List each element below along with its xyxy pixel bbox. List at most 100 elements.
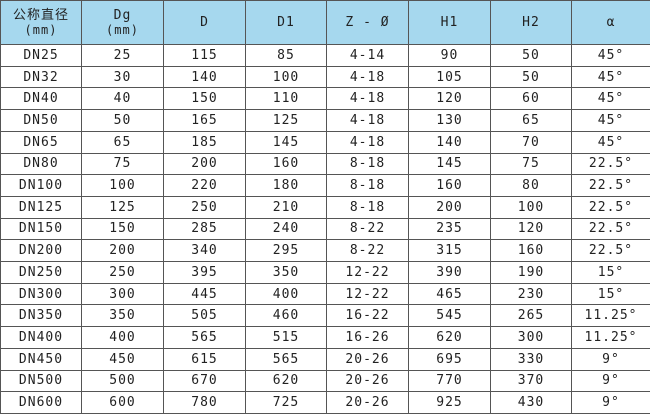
- table-row: DN40 40 150 110 4-18 120 60 45°: [0, 87, 650, 111]
- cell-nominal-diameter: DN350: [0, 304, 82, 328]
- cell-d1: 240: [245, 217, 327, 241]
- cell-h2: 370: [490, 369, 572, 393]
- cell-h2: 265: [490, 304, 572, 328]
- cell-nominal-diameter: DN125: [0, 195, 82, 219]
- cell-alpha: 45°: [571, 130, 650, 154]
- cell-dg: 25: [81, 44, 164, 67]
- cell-dg: 50: [81, 109, 164, 132]
- table-row: DN25 25 115 85 4-14 90 50 45°: [0, 44, 650, 67]
- cell-d: 395: [163, 261, 246, 284]
- cell-d1: 145: [245, 130, 327, 154]
- cell-d: 670: [163, 369, 246, 393]
- header-d1: D1: [245, 0, 327, 45]
- cell-z-phi: 8-22: [326, 239, 409, 263]
- cell-h2: 65: [490, 109, 572, 132]
- cell-alpha: 22.5°: [571, 174, 650, 197]
- cell-h1: 925: [408, 391, 491, 414]
- cell-z-phi: 12-22: [326, 261, 409, 284]
- cell-nominal-diameter: DN65: [0, 130, 82, 154]
- cell-nominal-diameter: DN100: [0, 174, 82, 197]
- cell-nominal-diameter: DN200: [0, 239, 82, 263]
- cell-nominal-diameter: DN32: [0, 65, 82, 89]
- header-d: D: [163, 0, 246, 45]
- header-label: D1: [277, 15, 295, 30]
- cell-h1: 130: [408, 109, 491, 132]
- table-row: DN80 75 200 160 8-18 145 75 22.5°: [0, 152, 650, 176]
- table-row: DN32 30 140 100 4-18 105 50 45°: [0, 65, 650, 89]
- cell-d1: 85: [245, 44, 327, 67]
- cell-alpha: 45°: [571, 109, 650, 132]
- cell-d1: 110: [245, 87, 327, 111]
- cell-z-phi: 4-18: [326, 65, 409, 89]
- cell-dg: 100: [81, 174, 164, 197]
- cell-h1: 390: [408, 261, 491, 284]
- cell-h2: 190: [490, 261, 572, 284]
- header-dg: Dg (mm): [81, 0, 164, 45]
- cell-h1: 235: [408, 217, 491, 241]
- header-z-phi: Z - Ø: [326, 0, 409, 45]
- cell-z-phi: 8-22: [326, 217, 409, 241]
- cell-alpha: 45°: [571, 65, 650, 89]
- table-row: DN65 65 185 145 4-18 140 70 45°: [0, 130, 650, 154]
- table-row: DN600 600 780 725 20-26 925 430 9°: [0, 391, 650, 414]
- cell-nominal-diameter: DN150: [0, 217, 82, 241]
- cell-nominal-diameter: DN600: [0, 391, 82, 414]
- header-nominal-diameter: 公称直径 (mm): [0, 0, 82, 45]
- cell-d1: 125: [245, 109, 327, 132]
- table-row: DN150 150 285 240 8-22 235 120 22.5°: [0, 217, 650, 241]
- cell-d: 250: [163, 195, 246, 219]
- cell-dg: 125: [81, 195, 164, 219]
- header-label: Dg: [113, 7, 132, 23]
- cell-z-phi: 8-18: [326, 195, 409, 219]
- cell-h2: 80: [490, 174, 572, 197]
- cell-d: 185: [163, 130, 246, 154]
- header-h1: H1: [408, 0, 491, 45]
- cell-z-phi: 4-18: [326, 87, 409, 111]
- cell-alpha: 15°: [571, 282, 650, 306]
- cell-d1: 160: [245, 152, 327, 176]
- cell-alpha: 15°: [571, 261, 650, 284]
- cell-d1: 100: [245, 65, 327, 89]
- cell-alpha: 22.5°: [571, 152, 650, 176]
- table-row: DN350 350 505 460 16-22 545 265 11.25°: [0, 304, 650, 328]
- cell-nominal-diameter: DN450: [0, 347, 82, 371]
- cell-nominal-diameter: DN250: [0, 261, 82, 284]
- table-row: DN100 100 220 180 8-18 160 80 22.5°: [0, 174, 650, 197]
- cell-d: 615: [163, 347, 246, 371]
- cell-dg: 75: [81, 152, 164, 176]
- header-label: D: [200, 15, 209, 30]
- cell-dg: 40: [81, 87, 164, 111]
- cell-dg: 150: [81, 217, 164, 241]
- header-label: H1: [440, 15, 459, 30]
- cell-d: 165: [163, 109, 246, 132]
- header-unit: (mm): [24, 22, 58, 37]
- cell-h1: 315: [408, 239, 491, 263]
- cell-d1: 565: [245, 347, 327, 371]
- table-row: DN400 400 565 515 16-26 620 300 11.25°: [0, 326, 650, 349]
- cell-h2: 330: [490, 347, 572, 371]
- cell-dg: 600: [81, 391, 164, 414]
- cell-h1: 140: [408, 130, 491, 154]
- cell-nominal-diameter: DN400: [0, 326, 82, 349]
- cell-d: 445: [163, 282, 246, 306]
- cell-alpha: 9°: [571, 391, 650, 414]
- cell-nominal-diameter: DN50: [0, 109, 82, 132]
- cell-dg: 30: [81, 65, 164, 89]
- cell-nominal-diameter: DN40: [0, 87, 82, 111]
- cell-h1: 620: [408, 326, 491, 349]
- cell-alpha: 22.5°: [571, 195, 650, 219]
- table-row: DN500 500 670 620 20-26 770 370 9°: [0, 369, 650, 393]
- cell-d: 505: [163, 304, 246, 328]
- header-label: 公称直径: [12, 7, 69, 23]
- cell-nominal-diameter: DN500: [0, 369, 82, 393]
- cell-alpha: 22.5°: [571, 239, 650, 263]
- cell-dg: 450: [81, 347, 164, 371]
- table-row: DN450 450 615 565 20-26 695 330 9°: [0, 347, 650, 371]
- table-row: DN250 250 395 350 12-22 390 190 15°: [0, 261, 650, 284]
- cell-d1: 460: [245, 304, 327, 328]
- cell-dg: 200: [81, 239, 164, 263]
- cell-nominal-diameter: DN80: [0, 152, 82, 176]
- cell-z-phi: 16-26: [326, 326, 409, 349]
- cell-h2: 100: [490, 195, 572, 219]
- cell-z-phi: 8-18: [326, 152, 409, 176]
